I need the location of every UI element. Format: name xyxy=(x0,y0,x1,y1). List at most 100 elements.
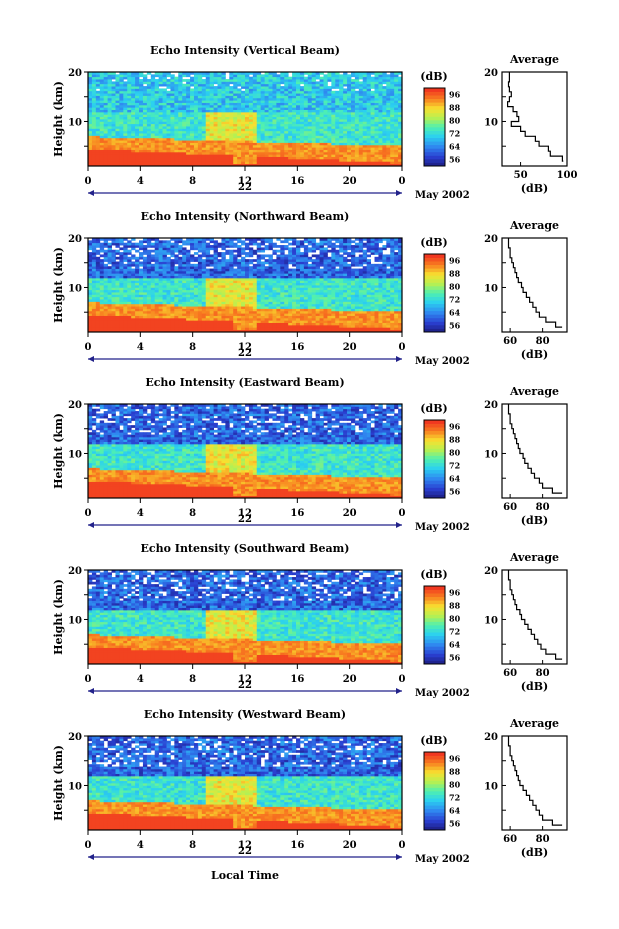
heatmap-cell xyxy=(154,310,160,314)
heatmap-cell xyxy=(88,123,93,127)
heatmap-cell xyxy=(135,263,140,267)
heatmap-cell xyxy=(158,259,163,262)
heatmap-cell xyxy=(303,147,309,150)
heatmap-cell xyxy=(135,130,140,134)
heatmap-cell xyxy=(111,315,116,319)
heatmap-cell xyxy=(225,140,230,143)
heatmap-cell xyxy=(88,97,93,101)
heatmap-cell xyxy=(225,296,230,300)
heatmap-cell xyxy=(88,121,93,125)
heatmap-cell xyxy=(370,102,375,106)
heatmap-cell xyxy=(186,119,191,122)
heatmap-cell xyxy=(248,119,254,122)
heatmap-cell xyxy=(299,76,305,80)
heatmap-cell xyxy=(178,275,183,279)
heatmap-cell xyxy=(190,268,195,272)
heatmap-cell xyxy=(323,130,328,134)
heatmap-cell xyxy=(166,133,171,136)
heatmap-cell xyxy=(186,320,191,323)
heatmap-cell xyxy=(201,270,207,274)
heatmap-cell xyxy=(190,306,195,309)
heatmap-cell xyxy=(343,158,348,162)
heatmap-cell xyxy=(229,303,234,307)
heatmap-cell xyxy=(91,310,97,314)
heatmap-cell xyxy=(272,107,277,110)
heatmap-cell xyxy=(182,289,187,293)
heatmap-cell xyxy=(193,256,199,260)
heatmap-cell xyxy=(127,249,132,253)
heatmap-cell xyxy=(378,79,383,82)
heatmap-cell xyxy=(398,114,403,118)
heatmap-cell xyxy=(178,245,183,248)
heatmap-cell xyxy=(292,140,297,143)
heatmap-cell xyxy=(103,317,109,321)
heatmap-cell xyxy=(186,90,191,94)
heatmap-cell xyxy=(350,161,356,165)
heatmap-cell xyxy=(95,133,101,136)
heatmap-cell xyxy=(319,130,324,134)
heatmap-cell xyxy=(146,327,152,331)
heatmap-cell xyxy=(150,289,156,293)
heatmap-cell xyxy=(135,93,140,96)
heatmap-cell xyxy=(95,268,101,272)
heatmap-cell xyxy=(135,111,140,115)
heatmap-cell xyxy=(154,74,160,78)
heatmap-cell xyxy=(237,137,242,141)
heatmap-cell xyxy=(150,86,156,89)
heatmap-cell xyxy=(248,292,254,295)
heatmap-cell xyxy=(398,104,403,108)
heatmap-cell xyxy=(162,76,167,80)
heatmap-cell xyxy=(229,273,234,276)
heatmap-cell xyxy=(150,114,156,118)
heatmap-cell xyxy=(245,268,250,272)
heatmap-cell xyxy=(268,100,273,103)
heatmap-cell xyxy=(146,322,152,326)
heatmap-cell xyxy=(154,93,160,96)
heatmap-cell xyxy=(354,100,360,103)
heatmap-cell xyxy=(280,144,285,148)
heatmap-cell xyxy=(378,104,383,108)
heatmap-cell xyxy=(343,72,348,75)
heatmap-cell xyxy=(213,292,218,295)
heatmap-cell xyxy=(123,292,128,295)
heatmap-cell xyxy=(142,266,148,269)
heatmap-cell xyxy=(366,111,372,115)
heatmap-cell xyxy=(296,81,301,85)
heatmap-cell xyxy=(115,315,120,319)
heatmap-cell xyxy=(154,156,160,160)
heatmap-cell xyxy=(268,324,273,328)
heatmap-cell xyxy=(347,116,352,120)
heatmap-cell xyxy=(331,149,336,153)
heatmap-cell xyxy=(233,296,238,300)
heatmap-cell xyxy=(142,81,148,85)
heatmap-cell xyxy=(264,140,269,143)
heatmap-cell xyxy=(139,270,144,274)
heatmap-cell xyxy=(311,140,317,143)
heatmap-cell xyxy=(248,130,254,134)
heatmap-cell xyxy=(362,121,368,125)
heatmap-cell xyxy=(135,322,140,326)
heatmap-cell xyxy=(268,161,273,165)
heatmap-cell xyxy=(205,238,211,241)
heatmap-cell xyxy=(166,93,171,96)
heatmap-cell xyxy=(276,140,281,143)
heatmap-cell xyxy=(343,130,348,134)
heatmap-cell xyxy=(260,135,266,139)
heatmap-cell xyxy=(319,137,324,141)
heatmap-cell xyxy=(131,256,136,260)
heatmap-cell xyxy=(209,261,215,265)
heatmap-cell xyxy=(119,261,124,265)
heatmap-cell xyxy=(366,158,372,162)
heatmap-cell xyxy=(366,114,372,118)
heatmap-cell xyxy=(252,317,258,321)
heatmap-cell xyxy=(139,306,144,309)
heatmap-cell xyxy=(229,128,234,132)
heatmap-cell xyxy=(311,133,317,136)
heatmap-cell xyxy=(382,93,387,96)
heatmap-cell xyxy=(296,144,301,148)
heatmap-cell xyxy=(166,140,171,143)
heatmap-cell xyxy=(158,282,163,286)
heatmap-cell xyxy=(150,142,156,146)
heatmap-cell xyxy=(307,97,313,101)
heatmap-cell xyxy=(127,133,132,136)
